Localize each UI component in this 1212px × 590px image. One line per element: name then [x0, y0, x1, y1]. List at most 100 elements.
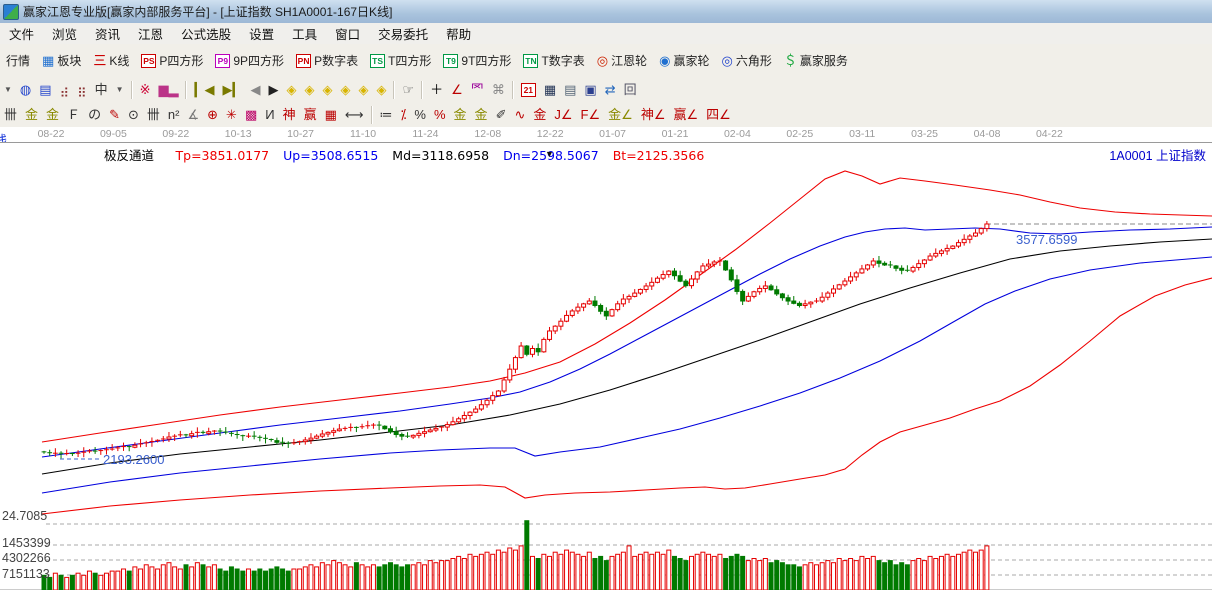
ruler-icon[interactable]: 卌	[146, 107, 160, 122]
fib-icon[interactable]: Ｆ	[67, 107, 81, 122]
spiral-gray-icon[interactable]: ⌘	[491, 82, 505, 97]
calculator-icon[interactable]: ▦	[543, 82, 557, 97]
map-icon[interactable]: ◍	[19, 82, 32, 97]
toolbar-p-number-table-button[interactable]: PN P数字表	[291, 50, 363, 71]
gold-circle-icon[interactable]: 金	[453, 107, 467, 122]
shen-angle-icon[interactable]: 神∠	[640, 107, 666, 122]
chart-region[interactable]: 极反通道 Tp=3851.0177 Up=3508.6515 Md=3118.695…	[0, 142, 1212, 590]
toolbar-9t-square-button[interactable]: T9 9T四方形	[438, 50, 516, 71]
marker-triangle-icon: ▼	[545, 149, 554, 159]
pc-icon[interactable]: 回	[623, 82, 637, 97]
list-icon[interactable]: ▤	[39, 82, 52, 97]
menu-帮助[interactable]: 帮助	[446, 28, 472, 42]
volume-axis-label: 7151133	[2, 567, 50, 581]
goto-start-icon[interactable]: ▎◀	[194, 82, 215, 97]
pen2-icon[interactable]: ✐	[495, 107, 507, 122]
title-bar[interactable]: 赢家江恩专业版[赢家内部服务平台] - [上证指数 SH1A0001-167日K…	[0, 0, 1212, 24]
grid-box-icon[interactable]: ▩	[244, 107, 258, 122]
toolbar-t-number-table-button[interactable]: TN T数字表	[518, 50, 589, 71]
pattern-icon[interactable]: ※	[139, 82, 151, 97]
menu-江恩[interactable]: 江恩	[138, 28, 164, 42]
angle-measure-icon[interactable]: ∠	[451, 82, 463, 97]
grid123-icon[interactable]: ▦	[324, 107, 337, 122]
diamond-h-icon[interactable]: ◈	[322, 82, 333, 97]
diamond-x-icon[interactable]: ◈	[340, 82, 351, 97]
toolbar-p-square-button[interactable]: PS P四方形	[136, 50, 208, 71]
diamond-left-icon[interactable]: ◈	[286, 82, 297, 97]
shen-icon[interactable]: 神	[282, 107, 296, 122]
menu-设置[interactable]: 设置	[249, 28, 275, 42]
star-red-icon[interactable]: ✳	[226, 107, 237, 122]
bars9-icon[interactable]: ⣶	[77, 82, 87, 97]
next-icon[interactable]: ▶	[268, 82, 279, 97]
date-axis[interactable]: 08-22 09-05 09-22 10-13 10-27 11-10 11-24 12-08…	[0, 127, 1212, 142]
gold-gate1-icon[interactable]: 金	[25, 107, 39, 122]
t-number-table-label: T数字表	[541, 54, 585, 68]
toolbar-hexagon-button[interactable]: ◎ 六角形	[717, 50, 777, 71]
ying-icon[interactable]: 赢	[303, 107, 317, 122]
percent-icon[interactable]: %	[414, 107, 426, 122]
percent-line-icon[interactable]: %	[433, 107, 446, 122]
gold-eq-icon[interactable]: 金	[533, 107, 547, 122]
scale-icon[interactable]: ≔	[379, 107, 393, 122]
wave-n-icon[interactable]: И	[265, 107, 275, 122]
percent-slash-icon[interactable]: ⁒	[400, 107, 407, 122]
diamond-star-icon[interactable]: ◈	[376, 82, 387, 97]
menu-资讯[interactable]: 资讯	[95, 28, 121, 42]
j-angle-icon[interactable]: J∠	[554, 107, 573, 122]
ying-angle-icon[interactable]: 赢∠	[673, 107, 699, 122]
pc-sync-icon[interactable]: ⇄	[604, 82, 616, 97]
toolbar-kline-button[interactable]: ㆔ K线	[88, 50, 134, 71]
menu-工具[interactable]: 工具	[292, 28, 318, 42]
toolbar-sectors-button[interactable]: ▦ 板块	[37, 50, 86, 71]
winner-service-label: 赢家服务	[799, 54, 848, 68]
notes-icon[interactable]: ▤	[564, 82, 577, 97]
toolbar-gann-wheel-button[interactable]: ◎ 江恩轮	[592, 50, 652, 71]
gold-line-icon[interactable]: 金	[474, 107, 488, 122]
dropdown-caret[interactable]: ▼	[4, 85, 12, 94]
gold-angle-icon[interactable]: 金∠	[608, 107, 633, 122]
menu-文件[interactable]: 文件	[9, 28, 35, 42]
spiral-icon[interactable]: の	[88, 107, 102, 122]
menu-窗口[interactable]: 窗口	[335, 28, 361, 42]
toolbar-quotes-button[interactable]: 行情	[1, 50, 35, 71]
9p-square-icon: P9	[215, 53, 231, 68]
n2-icon[interactable]: n²	[167, 107, 180, 122]
si-angle-icon[interactable]: 四∠	[706, 107, 731, 122]
prev-icon[interactable]: ◀	[250, 82, 261, 97]
ticks-icon[interactable]: 卌	[4, 107, 18, 122]
angle-mirror-icon[interactable]: ∡	[187, 107, 200, 122]
diamond-right-icon[interactable]: ◈	[304, 82, 315, 97]
toolbar-winner-service-button[interactable]: ＄赢家服务	[779, 50, 853, 71]
toolbar-9p-square-button[interactable]: P9 9P四方形	[210, 50, 289, 71]
menu-公式选股[interactable]: 公式选股	[181, 28, 232, 42]
pen-red-icon[interactable]: ✎	[109, 107, 120, 122]
calendar-icon[interactable]: 21	[517, 81, 540, 99]
bars3-icon[interactable]: ⣴	[59, 82, 70, 97]
candle-caret[interactable]: ▼	[115, 85, 124, 94]
circle-ticks-icon[interactable]: ⊙	[127, 107, 139, 122]
target-red-icon[interactable]: ⊕	[207, 107, 219, 122]
f-angle-icon[interactable]: F∠	[580, 107, 601, 122]
gold-gate2-icon[interactable]: 金	[46, 107, 60, 122]
tool-purple-icon[interactable]: 罓	[470, 82, 484, 97]
toolbar-separator	[511, 80, 514, 99]
hand-icon[interactable]: ☞	[402, 82, 415, 97]
candle-icon[interactable]: 中	[94, 82, 108, 97]
wave-red-icon[interactable]: ∿	[514, 107, 526, 122]
menu-浏览[interactable]: 浏览	[52, 28, 78, 42]
date-tick: 09-22	[162, 128, 190, 140]
histogram-icon[interactable]: ▆▂	[158, 82, 179, 97]
crosshair-icon[interactable]: ＋	[430, 82, 444, 97]
goto-end-icon[interactable]: ▶▎	[222, 82, 243, 97]
date-tick: 08-22	[37, 128, 65, 140]
measure-icon[interactable]: ⟷	[344, 107, 364, 122]
toolbar-t-square-button[interactable]: TS T四方形	[365, 50, 436, 71]
menu-交易委托[interactable]: 交易委托	[378, 28, 429, 42]
indicator-value: Dn=2598.5067	[503, 148, 599, 163]
diamond-plus-icon[interactable]: ◈	[358, 82, 369, 97]
gann-wheel-label: 江恩轮	[611, 54, 648, 68]
toolbar-winner-wheel-button[interactable]: ◉ 赢家轮	[654, 50, 714, 71]
save-icon[interactable]: ▣	[584, 82, 597, 97]
